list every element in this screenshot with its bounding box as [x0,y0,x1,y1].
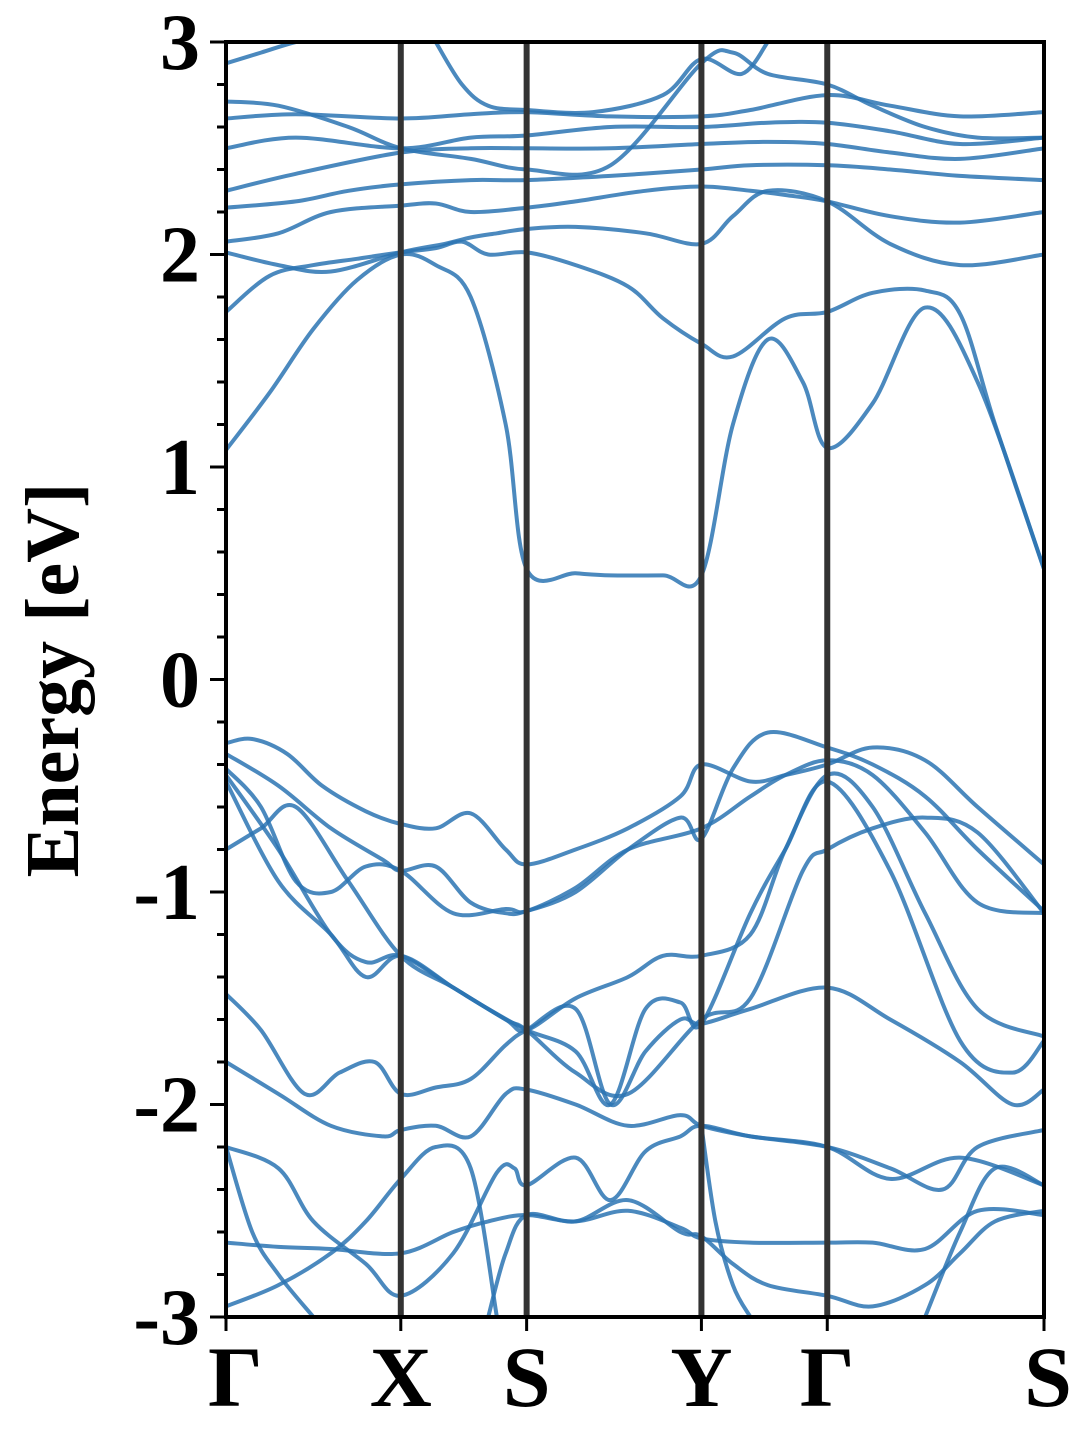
y-axis-label: Energy [eV] [11,483,95,878]
band-line-18 [226,985,1044,1108]
band-line-26 [923,1164,1044,1317]
x-tick-label: S [503,1329,551,1425]
band-line-8 [226,93,1044,121]
band-line-3 [226,188,1044,274]
band-line-13 [226,730,1044,917]
band-line-1 [226,251,1044,589]
band-line-6 [226,139,1044,193]
y-tick-label: 2 [160,212,200,300]
y-tick-label: -2 [133,1062,200,1150]
band-line-22 [226,1143,499,1317]
y-axis-ticks: 3 2 1 0 -1 -2 -3 [133,0,226,1362]
band-line-16 [226,771,1044,1039]
x-tick-label: X [370,1329,432,1425]
band-line-21 [226,1206,1044,1257]
band-line-17 [226,779,1044,1107]
band-line-24 [226,1145,316,1317]
band-line-19 [226,1060,1044,1192]
high-symmetry-lines [397,42,831,1317]
band-line-11 [226,42,316,66]
band-line-25 [699,1123,753,1317]
band-line-10 [433,42,770,115]
band-line-5 [226,162,1044,210]
y-tick-label: -1 [133,849,200,937]
y-tick-label: 0 [160,637,200,725]
band-line-7 [226,119,1044,151]
band-line-12 [226,736,1044,867]
band-line-9 [226,48,1044,177]
y-tick-label: 1 [160,424,200,512]
x-tick-label: Γ [208,1329,263,1425]
band-lines [226,42,1044,1317]
x-tick-label: S [1024,1329,1072,1425]
band-line-4 [226,184,1044,244]
band-line-14 [226,758,1044,918]
x-tick-label: Y [670,1329,732,1425]
y-tick-label: 3 [160,0,200,87]
band-line-20 [226,1123,1044,1298]
x-tick-label: Γ [800,1329,855,1425]
band-line-23 [486,1198,1044,1317]
y-tick-label: -3 [133,1274,200,1362]
band-line-2 [226,239,1044,571]
